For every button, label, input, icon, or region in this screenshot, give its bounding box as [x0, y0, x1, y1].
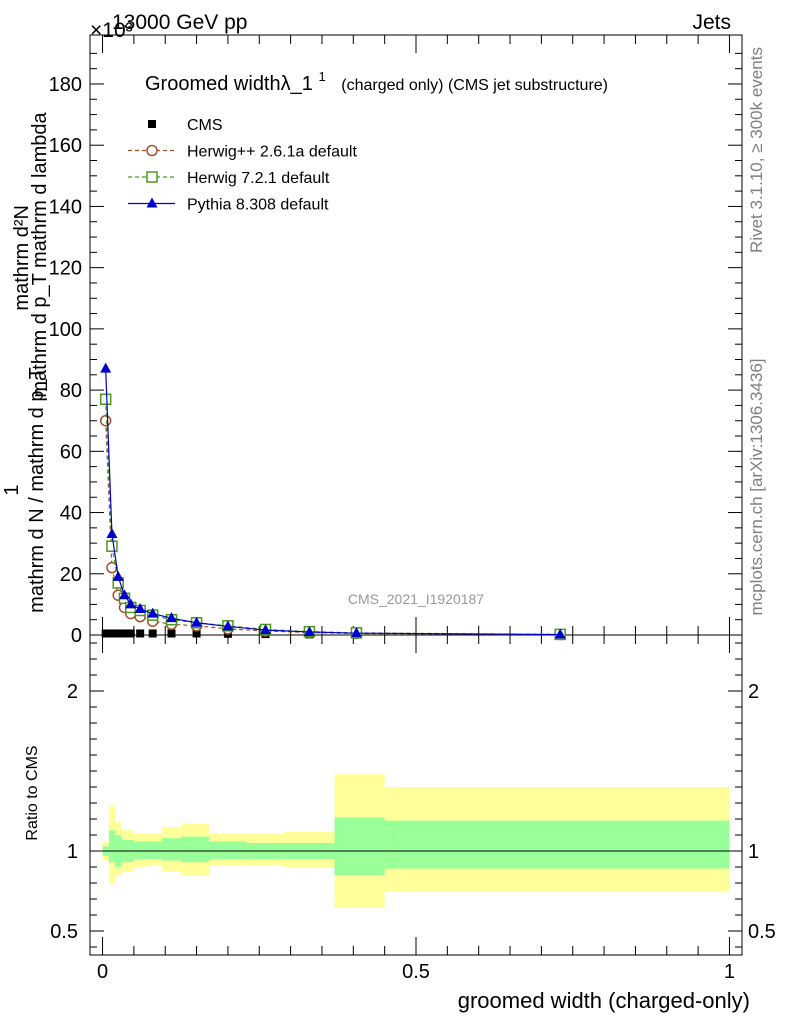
ratio-stat-band-8 — [209, 841, 247, 859]
series-3-point-12 — [350, 627, 362, 638]
main-y-tick-label: 0 — [71, 625, 82, 647]
plot-title-sup: 1 — [318, 69, 325, 84]
series-3-point-5 — [134, 602, 146, 613]
ratio-y-tick-label-right: 2 — [748, 681, 759, 703]
series-1-point-0 — [99, 414, 112, 427]
series-3-point-4 — [125, 598, 137, 609]
legend-entry-3: Pythia 8.308 default — [128, 197, 329, 214]
series-3-point-7 — [166, 612, 177, 623]
series-0-point-5 — [136, 629, 145, 638]
y-axis-label-top: mathrm d²N — [11, 205, 33, 311]
series-line-3 — [105, 368, 561, 636]
legend-marker-2 — [146, 171, 158, 183]
main-y-tick-label: 120 — [49, 258, 82, 280]
ratio-bands — [90, 774, 742, 907]
series-3-point-10 — [260, 624, 272, 635]
header-right: Jets — [692, 11, 731, 34]
series-3-point-2 — [112, 570, 124, 581]
main-y-tick-label: 180 — [49, 74, 82, 96]
legend-entry-1: Herwig++ 2.6.1a default — [128, 144, 357, 161]
plot-title: Groomed widthλ_1 1 (charged only) (CMS j… — [145, 64, 608, 95]
analysis-watermark: CMS_2021_I1920187 — [348, 591, 484, 607]
header-left: 13000 GeV pp — [112, 11, 247, 34]
ratio-stat-band-1 — [108, 830, 116, 863]
main-y-tick-label: 100 — [49, 319, 82, 341]
series-2 — [99, 393, 566, 641]
series-0-point-4 — [126, 629, 135, 638]
ratio-y-tick-label-right: 1 — [748, 841, 759, 863]
series-3-point-9 — [222, 620, 234, 631]
ratio-stat-band-11 — [334, 817, 385, 875]
legend-label-1: Herwig++ 2.6.1a default — [187, 144, 357, 161]
series-0-point-0 — [101, 629, 110, 638]
rivet-label: Rivet 3.1.10, ≥ 300k events — [747, 47, 766, 253]
main-y-tick-label: 60 — [60, 441, 82, 463]
series-3-point-1 — [106, 527, 118, 538]
main-y-tick-label: 20 — [60, 564, 82, 586]
ratio-stat-band-6 — [162, 838, 181, 861]
x-axis-label: groomed width (charged-only) — [458, 988, 750, 1013]
ratio-y-tick-label: 0.5 — [50, 921, 78, 943]
axis-multiplier: ×10³ — [90, 19, 133, 42]
series-3-point-11 — [303, 625, 315, 636]
legend-label-2: Herwig 7.2.1 default — [187, 170, 330, 187]
ratio-stat-band-12 — [384, 820, 730, 869]
series-line-1 — [105, 420, 561, 636]
ratio-y-tick-label-right: 0.5 — [748, 921, 776, 943]
series-2-point-0 — [99, 393, 112, 406]
series-layer — [99, 362, 566, 641]
y-axis-prefix-denominator: mathrm d N / mathrm d p_T — [26, 367, 48, 613]
y-axis-label-numerator: mathrm d²N mathrm d p_T mathrm d lambda — [11, 111, 51, 397]
main-y-tick-label: 160 — [49, 135, 82, 157]
x-tick-label: 1 — [724, 961, 735, 983]
series-0-point-1 — [107, 629, 116, 638]
series-3-point-13 — [554, 628, 566, 639]
mcplots-label: mcplots.cern.ch [arXiv:1306.3436] — [747, 358, 766, 615]
legend-marker-3 — [146, 197, 158, 208]
y-axis-prefix: 1 — [1, 484, 23, 495]
main-y-tick-label: 140 — [49, 196, 82, 218]
legend-entry-0: CMS — [148, 117, 223, 134]
ratio-y-tick-label: 1 — [67, 841, 78, 863]
ratio-stat-band-5 — [146, 841, 163, 859]
legend: CMS Herwig++ 2.6.1a default Herwig 7.2.1 d… — [128, 117, 357, 214]
ratio-y-tick-label: 2 — [67, 681, 78, 703]
legend-label-3: Pythia 8.308 default — [187, 197, 329, 214]
x-tick-label: 0.5 — [402, 961, 430, 983]
legend-label-0: CMS — [187, 117, 223, 134]
series-3-point-8 — [191, 616, 203, 627]
x-tick-label: 0 — [97, 961, 108, 983]
ratio-y-label: Ratio to CMS — [24, 745, 41, 840]
series-1 — [99, 414, 566, 641]
series-3 — [100, 362, 566, 639]
legend-marker-1 — [146, 144, 158, 157]
ratio-stat-band-4 — [133, 841, 147, 859]
series-0-point-7 — [167, 629, 176, 638]
main-y-tick-label: 80 — [60, 380, 82, 402]
series-0-point-6 — [148, 629, 157, 638]
ratio-stat-band-7 — [180, 836, 210, 863]
series-3-point-3 — [118, 589, 130, 600]
series-line-2 — [105, 399, 561, 635]
series-3-point-0 — [100, 362, 112, 373]
legend-entry-2: Herwig 7.2.1 default — [128, 170, 330, 187]
y-axis-label-bottom: mathrm d p_T mathrm d lambda — [29, 111, 51, 397]
series-2-point-1 — [106, 540, 118, 552]
series-0-point-2 — [114, 629, 123, 638]
series-0-point-3 — [120, 629, 129, 638]
series-0-point-8 — [192, 629, 201, 638]
plot-title-main: Groomed widthλ_1 — [145, 73, 313, 95]
plot-title-tail: (charged only) (CMS jet substructure) — [341, 77, 608, 94]
series-3-point-6 — [147, 607, 159, 618]
legend-marker-0 — [148, 120, 156, 128]
main-y-tick-label: 40 — [60, 503, 82, 525]
